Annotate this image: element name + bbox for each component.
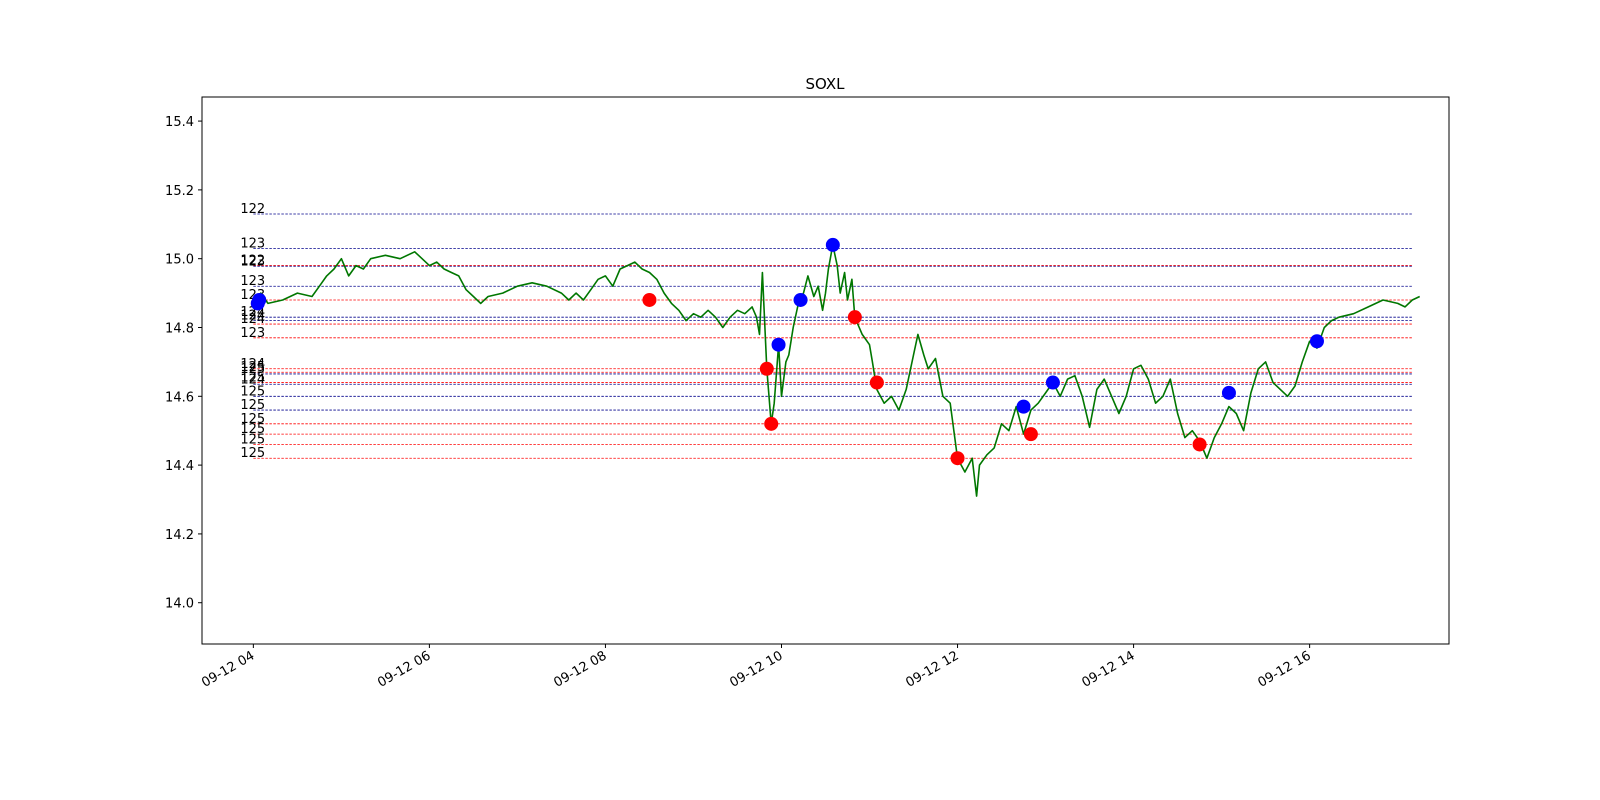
y-tick-label: 15.0: [165, 253, 194, 268]
sell-marker: [950, 451, 965, 466]
price-level-label: 125: [240, 412, 265, 427]
price-level-label: 123: [240, 274, 265, 289]
x-tick-label: 09-12 04: [199, 648, 257, 690]
buy-marker: [1309, 334, 1324, 349]
buy-marker: [1045, 375, 1060, 390]
price-level-label: 125: [240, 362, 265, 377]
price-level-label: 125: [240, 432, 265, 447]
trade-markers: [250, 237, 1324, 466]
price-level-label: 123: [240, 326, 265, 341]
sell-marker: [1023, 427, 1038, 442]
price-level-label: 124: [240, 357, 265, 372]
buy-marker: [793, 292, 808, 307]
price-level-label: 125: [240, 446, 265, 461]
price-level-label: 122: [240, 202, 265, 217]
buy-marker: [825, 237, 840, 252]
y-tick-label: 14.6: [165, 390, 194, 405]
price-line: [252, 244, 1421, 497]
price-level-label: 123: [240, 254, 265, 269]
y-tick-label: 15.2: [165, 184, 194, 199]
price-level-label: 125: [240, 360, 265, 375]
price-level-labels: 1221231221231231231241241241231241251251…: [240, 202, 265, 461]
y-tick-label: 14.2: [165, 528, 194, 543]
price-level-label: 125: [240, 398, 265, 413]
plot-frame: [201, 96, 1450, 645]
x-axis: 09-12 04 09-12 06 09-12 08 09-12 10 09-12 12…: [199, 644, 1314, 691]
x-tick-label: 09-12 08: [551, 648, 609, 690]
y-tick-label: 14.0: [165, 597, 194, 612]
buy-marker: [771, 337, 786, 352]
y-axis: 14.0 14.2 14.4 14.6 14.8 15.0 15.2 15.4: [165, 115, 202, 612]
x-tick-label: 09-12 14: [1079, 648, 1137, 690]
y-tick-label: 15.4: [165, 115, 194, 130]
sell-marker: [847, 310, 862, 325]
chart-title: SOXL: [805, 75, 845, 93]
buy-marker: [252, 292, 267, 307]
buy-marker: [1016, 399, 1031, 414]
sell-marker: [1192, 437, 1207, 452]
price-level-label: 125: [240, 384, 265, 399]
x-tick-label: 09-12 12: [903, 648, 961, 690]
x-tick-label: 09-12 10: [727, 648, 785, 690]
sell-marker: [764, 416, 779, 431]
price-level-label: 122: [240, 254, 265, 269]
y-tick-label: 14.4: [165, 459, 194, 474]
sell-marker: [759, 361, 774, 376]
price-level-label: 124: [240, 312, 265, 327]
buy-marker: [1221, 385, 1236, 400]
y-tick-label: 14.8: [165, 321, 194, 336]
price-level-label: 125: [240, 371, 265, 386]
x-tick-label: 09-12 16: [1256, 648, 1314, 690]
price-level-label: 124: [240, 372, 265, 387]
sell-marker: [642, 292, 657, 307]
price-level-label: 123: [240, 236, 265, 251]
sell-marker: [869, 375, 884, 390]
price-levels: [253, 213, 1413, 459]
price-level-label: 124: [240, 309, 265, 324]
x-tick-label: 09-12 06: [375, 648, 433, 690]
price-level-label: 125: [240, 422, 265, 437]
